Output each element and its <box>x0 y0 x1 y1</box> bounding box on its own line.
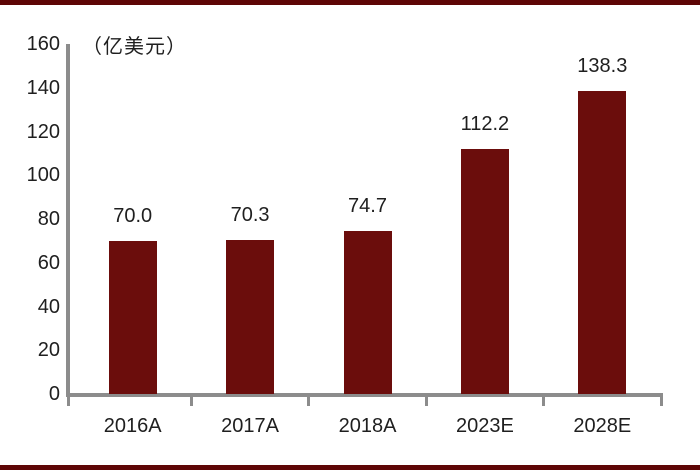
x-axis-tick-mark <box>542 393 546 406</box>
y-axis-tick-label: 0 <box>48 383 60 405</box>
y-axis-tick-label: 60 <box>37 251 60 274</box>
bar-2016A <box>108 240 157 394</box>
x-axis-category-label: 2023E <box>455 415 514 437</box>
x-axis-tick-mark <box>659 393 663 406</box>
bar-2017A <box>226 240 275 394</box>
y-axis-tick-label: 40 <box>37 295 60 318</box>
bar-value-label: 70.0 <box>113 204 153 227</box>
bar-value-label: 70.3 <box>230 204 270 227</box>
bar-2023E <box>460 148 509 394</box>
x-axis-tick-mark <box>424 393 428 406</box>
y-axis-tick-label: 120 <box>26 120 60 143</box>
bar-2028E <box>578 91 627 394</box>
bottom-divider <box>0 465 700 470</box>
y-axis-line <box>66 44 70 397</box>
x-axis-category-label: 2016A <box>103 415 162 437</box>
x-axis-category-label: 2017A <box>221 415 280 437</box>
y-axis-tick-label: 100 <box>26 164 60 187</box>
x-axis-category-label: 2018A <box>338 415 397 437</box>
y-axis-tick-label: 20 <box>37 339 60 362</box>
y-axis-tick-label: 80 <box>37 208 60 230</box>
x-axis-line <box>66 393 663 397</box>
top-divider <box>0 0 700 5</box>
x-axis-category-label: 2028E <box>573 415 632 437</box>
bar-value-label: 138.3 <box>577 55 628 78</box>
y-axis-tick-label: 160 <box>26 33 60 55</box>
bar-2018A <box>343 230 392 394</box>
y-axis-unit-label: （亿美元） <box>82 36 187 58</box>
y-axis-tick-label: 140 <box>26 76 60 99</box>
bar-value-label: 112.2 <box>460 112 510 135</box>
x-axis-tick-mark <box>307 393 311 406</box>
x-axis-tick-mark <box>66 393 70 406</box>
x-axis-tick-mark <box>189 393 193 406</box>
bar-value-label: 74.7 <box>348 194 387 217</box>
